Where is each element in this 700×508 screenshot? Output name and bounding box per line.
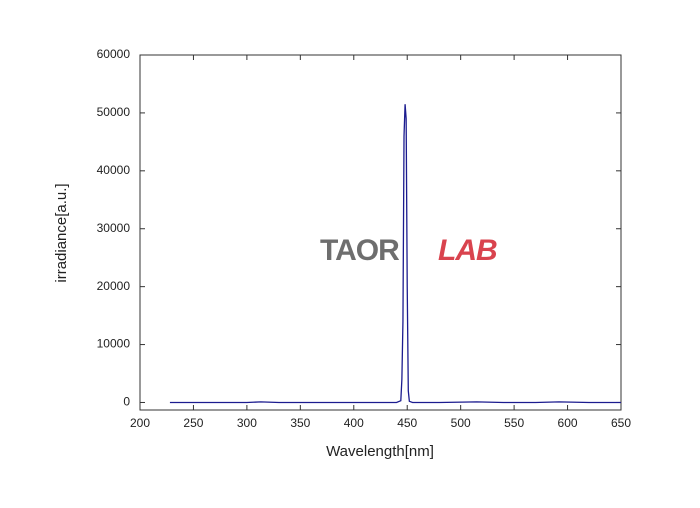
- x-tick-label: 600: [558, 416, 578, 430]
- watermark: TAOR: [320, 234, 400, 267]
- spectrum-line: [169, 104, 621, 404]
- y-tick-label: 50000: [97, 105, 131, 119]
- y-tick-label: 30000: [97, 221, 131, 235]
- x-tick-label: 650: [611, 416, 631, 430]
- x-tick-label: 250: [183, 416, 203, 430]
- y-tick-label: 60000: [97, 47, 131, 61]
- watermark: LAB: [438, 234, 497, 267]
- y-axis-label: irradiance[a.u.]: [53, 183, 70, 282]
- y-tick-label: 20000: [97, 279, 131, 293]
- x-tick-label: 450: [397, 416, 417, 430]
- x-tick-label: 300: [237, 416, 257, 430]
- x-tick-label: 400: [344, 416, 364, 430]
- x-tick-label: 500: [451, 416, 471, 430]
- x-axis-label: Wavelength[nm]: [326, 443, 434, 460]
- plot-frame: [139, 54, 622, 411]
- x-tick-label: 350: [290, 416, 310, 430]
- y-tick-label: 40000: [97, 163, 131, 177]
- y-tick-label: 0: [123, 395, 130, 409]
- y-tick-label: 10000: [97, 337, 131, 351]
- x-tick-label: 550: [504, 416, 524, 430]
- x-tick-label: 200: [130, 416, 150, 430]
